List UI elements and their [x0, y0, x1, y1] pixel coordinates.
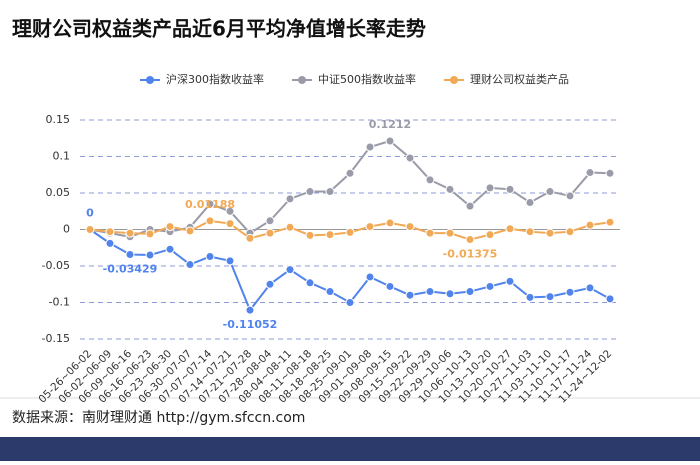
point — [365, 222, 375, 232]
point — [565, 227, 575, 237]
point — [205, 216, 215, 226]
point — [285, 222, 295, 232]
y-tick-label: 0.15 — [46, 113, 71, 126]
point — [145, 229, 155, 239]
point — [465, 287, 475, 297]
data-label: 0 — [86, 207, 94, 220]
point — [445, 228, 455, 238]
point — [245, 305, 255, 315]
data-label: -0.03429 — [103, 263, 158, 276]
point — [165, 244, 175, 254]
point — [465, 235, 475, 245]
point — [425, 287, 435, 297]
point — [225, 256, 235, 266]
point — [385, 136, 395, 146]
point — [605, 168, 615, 178]
series-line — [89, 139, 611, 238]
point — [345, 227, 355, 237]
point — [265, 216, 275, 226]
point — [445, 184, 455, 194]
legend-label: 中证500指数收益率 — [318, 72, 416, 86]
point — [305, 187, 315, 197]
point — [285, 265, 295, 275]
y-tick-label: -0.15 — [42, 332, 70, 345]
point — [285, 194, 295, 204]
point — [425, 228, 435, 238]
point — [105, 227, 115, 237]
point — [265, 279, 275, 289]
point — [405, 222, 415, 232]
point — [145, 250, 155, 260]
point — [205, 199, 215, 209]
point — [505, 224, 515, 234]
y-tick-label: 0 — [63, 223, 70, 236]
y-tick-label: 0.05 — [46, 186, 71, 199]
point — [525, 197, 535, 207]
data-label: -0.11052 — [223, 318, 278, 331]
point — [345, 298, 355, 307]
legend-marker — [146, 76, 154, 84]
point — [425, 175, 435, 185]
point — [405, 290, 415, 300]
point — [545, 292, 555, 302]
point — [325, 287, 335, 297]
point — [245, 233, 255, 243]
point — [185, 260, 195, 270]
point — [485, 281, 495, 291]
point — [205, 252, 215, 262]
point — [485, 230, 495, 240]
point — [545, 228, 555, 238]
data-label: -0.01375 — [443, 248, 498, 261]
source: 数据来源：南财理财通 http://gym.sfccn.com — [12, 410, 305, 426]
point — [305, 230, 315, 240]
point — [565, 287, 575, 297]
legend-label: 沪深300指数收益率 — [166, 72, 264, 86]
legend-marker — [298, 76, 306, 84]
point — [225, 206, 235, 216]
point — [105, 238, 115, 248]
point — [345, 168, 355, 178]
point — [385, 218, 395, 228]
point — [465, 201, 475, 211]
point — [485, 183, 495, 193]
point — [445, 289, 455, 299]
footer-bar — [0, 437, 700, 461]
point — [585, 220, 595, 230]
point — [405, 153, 415, 163]
point — [185, 226, 195, 236]
point — [605, 217, 615, 227]
point — [565, 191, 575, 201]
data-label: 0.1212 — [369, 118, 411, 131]
legend-label: 理财公司权益类产品 — [470, 72, 569, 86]
legend-marker — [450, 76, 458, 84]
point — [545, 187, 555, 197]
point — [305, 278, 315, 288]
point — [365, 272, 375, 282]
chart-title: 理财公司权益类产品近6月平均净值增长率走势 — [12, 17, 426, 41]
point — [325, 187, 335, 197]
point — [505, 276, 515, 286]
point — [525, 292, 535, 302]
point — [265, 228, 275, 238]
point — [525, 227, 535, 237]
data-label: 0.01188 — [185, 198, 235, 211]
point — [385, 281, 395, 291]
point — [605, 294, 615, 304]
point — [585, 283, 595, 293]
point — [505, 184, 515, 194]
point — [85, 225, 95, 234]
point — [125, 228, 135, 238]
point — [325, 230, 335, 240]
y-tick-label: -0.05 — [42, 259, 70, 272]
point — [365, 142, 375, 152]
point — [165, 222, 175, 232]
y-tick-label: 0.1 — [53, 150, 71, 163]
point — [125, 250, 135, 260]
y-tick-label: -0.1 — [49, 296, 70, 309]
point — [225, 219, 235, 229]
point — [585, 168, 595, 178]
